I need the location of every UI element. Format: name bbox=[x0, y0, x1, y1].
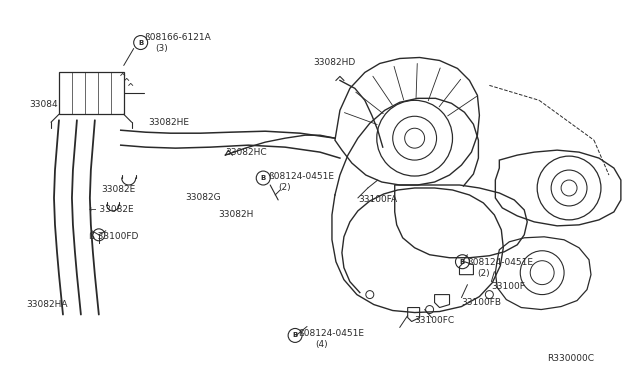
Text: 33082HA: 33082HA bbox=[26, 299, 68, 309]
Text: 33082HD: 33082HD bbox=[313, 58, 355, 67]
Text: (2): (2) bbox=[477, 269, 490, 278]
Text: 33084: 33084 bbox=[29, 100, 58, 109]
Text: 33082G: 33082G bbox=[186, 193, 221, 202]
Text: B: B bbox=[460, 259, 465, 265]
Text: ß08124-0451E: ß08124-0451E bbox=[467, 258, 534, 267]
Text: ß 33100FD: ß 33100FD bbox=[89, 232, 138, 241]
Text: (2): (2) bbox=[278, 183, 291, 192]
Text: ß08124-0451E: ß08124-0451E bbox=[298, 330, 364, 339]
Text: 33082HC: 33082HC bbox=[225, 148, 267, 157]
Text: 33082E: 33082E bbox=[101, 185, 135, 194]
Text: (3): (3) bbox=[156, 44, 168, 52]
Text: 33100FA: 33100FA bbox=[358, 195, 397, 204]
Text: 33100FB: 33100FB bbox=[461, 298, 502, 307]
Text: B: B bbox=[260, 175, 266, 181]
Text: B: B bbox=[292, 333, 298, 339]
Text: 33100FC: 33100FC bbox=[415, 315, 455, 324]
Text: ← 33082E: ← 33082E bbox=[89, 205, 134, 214]
Circle shape bbox=[485, 291, 493, 299]
Circle shape bbox=[426, 305, 433, 314]
Text: ß08166-6121A: ß08166-6121A bbox=[143, 33, 211, 42]
Text: 33082H: 33082H bbox=[218, 210, 253, 219]
Text: B: B bbox=[138, 39, 143, 45]
Text: 33100F: 33100F bbox=[492, 282, 525, 291]
Text: (4): (4) bbox=[315, 340, 328, 349]
Text: ß08124-0451E: ß08124-0451E bbox=[268, 172, 334, 181]
Circle shape bbox=[366, 291, 374, 299]
Bar bbox=[59, 73, 124, 114]
Text: R330000C: R330000C bbox=[547, 355, 594, 363]
Text: 33082HE: 33082HE bbox=[148, 118, 189, 127]
